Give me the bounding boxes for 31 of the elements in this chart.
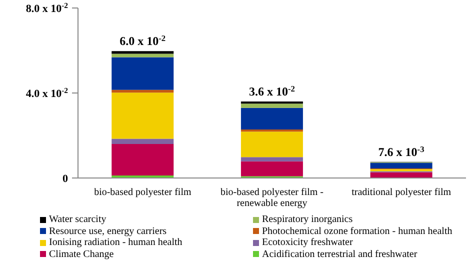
y-tick-label: 4.0 x 10$^{-2}$ bbox=[26, 86, 68, 100]
bar bbox=[240, 132, 303, 158]
legend-label: Water scarcity bbox=[49, 214, 106, 226]
legend-label: Ionising radiation - human health bbox=[49, 237, 182, 248]
legend-label: Respiratory inorganics bbox=[262, 214, 353, 226]
bar bbox=[112, 92, 174, 139]
bar bbox=[112, 144, 174, 176]
total-label: 3.6 x 10$^{-2}$ bbox=[248, 84, 295, 98]
x-tick-label: traditional polyester film bbox=[352, 187, 452, 198]
bar bbox=[370, 162, 432, 168]
total-label: 6.0 x 10$^{-2}$ bbox=[120, 34, 166, 48]
bar bbox=[112, 57, 174, 90]
total-label: 7.6 x 10$^{-3}$ bbox=[378, 144, 424, 159]
x-tick-label: bio-based polyester film bbox=[94, 187, 192, 198]
bar bbox=[240, 108, 303, 130]
bar bbox=[240, 104, 303, 108]
bar bbox=[112, 138, 174, 144]
legend-label: Acidification terrestrial and freshwater bbox=[262, 248, 418, 260]
bar bbox=[370, 172, 432, 178]
bar bbox=[112, 90, 174, 93]
y-tick-label: 0 bbox=[62, 173, 68, 185]
bar bbox=[112, 54, 174, 58]
legend-label: Resource use, energy carriers bbox=[49, 226, 167, 237]
legend-label: Ecotoxicity freshwater bbox=[262, 237, 353, 248]
legend-label: Climate Change bbox=[49, 248, 114, 260]
legend-label: Photochemical ozone formation - human health bbox=[262, 226, 452, 237]
bar bbox=[240, 161, 303, 176]
bar bbox=[240, 157, 303, 162]
bar bbox=[112, 51, 174, 54]
x-tick-label: bio-based polyester film - renewable energy bbox=[220, 187, 324, 210]
y-tick-label: 8.0 x 10$^{-2}$ bbox=[26, 0, 68, 15]
